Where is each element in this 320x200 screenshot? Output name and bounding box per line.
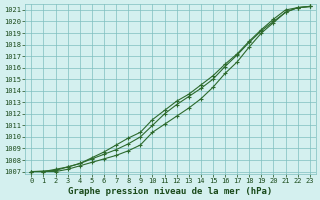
X-axis label: Graphe pression niveau de la mer (hPa): Graphe pression niveau de la mer (hPa) [68, 187, 273, 196]
